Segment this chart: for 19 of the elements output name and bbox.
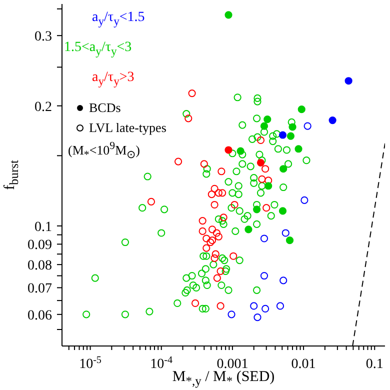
x-tick-label: 0.1 xyxy=(366,357,384,372)
x-tick-label: 0.001 xyxy=(216,357,248,372)
text: 1.5<a$_{y}$/τ$_{y}$<3 xyxy=(64,40,133,58)
y-tick-label: 0.07 xyxy=(28,282,52,297)
x-tick-label: 0.01 xyxy=(291,357,316,372)
x-tick-label: 10$^{-5}$ xyxy=(79,354,102,372)
y-tick-label: 0.08 xyxy=(28,258,52,274)
x-axis-title: M$_{*,y}$ / M$_{*}$ (SED) xyxy=(172,369,275,388)
annotation: LVL late-types xyxy=(89,120,166,136)
y-tick-label: 0.1 xyxy=(34,220,52,235)
x-tick-label: 10$^{-4}$ xyxy=(150,354,173,372)
y-tick-label: 0.3 xyxy=(34,30,52,45)
text: a$_{y}$/τ$_{y}$<1.5 xyxy=(92,10,145,28)
annotation: (M$_{*}$<10$^{9}$M$_{⊙}$) xyxy=(68,140,140,161)
y-tick-label: 0.06 xyxy=(28,308,52,324)
annotation: BCDs xyxy=(89,100,121,116)
text: a$_{y}$/τ$_{y}$>3 xyxy=(92,70,136,88)
y-tick-label: 0.2 xyxy=(34,100,52,115)
y-tick-label: 0.09 xyxy=(28,238,52,254)
